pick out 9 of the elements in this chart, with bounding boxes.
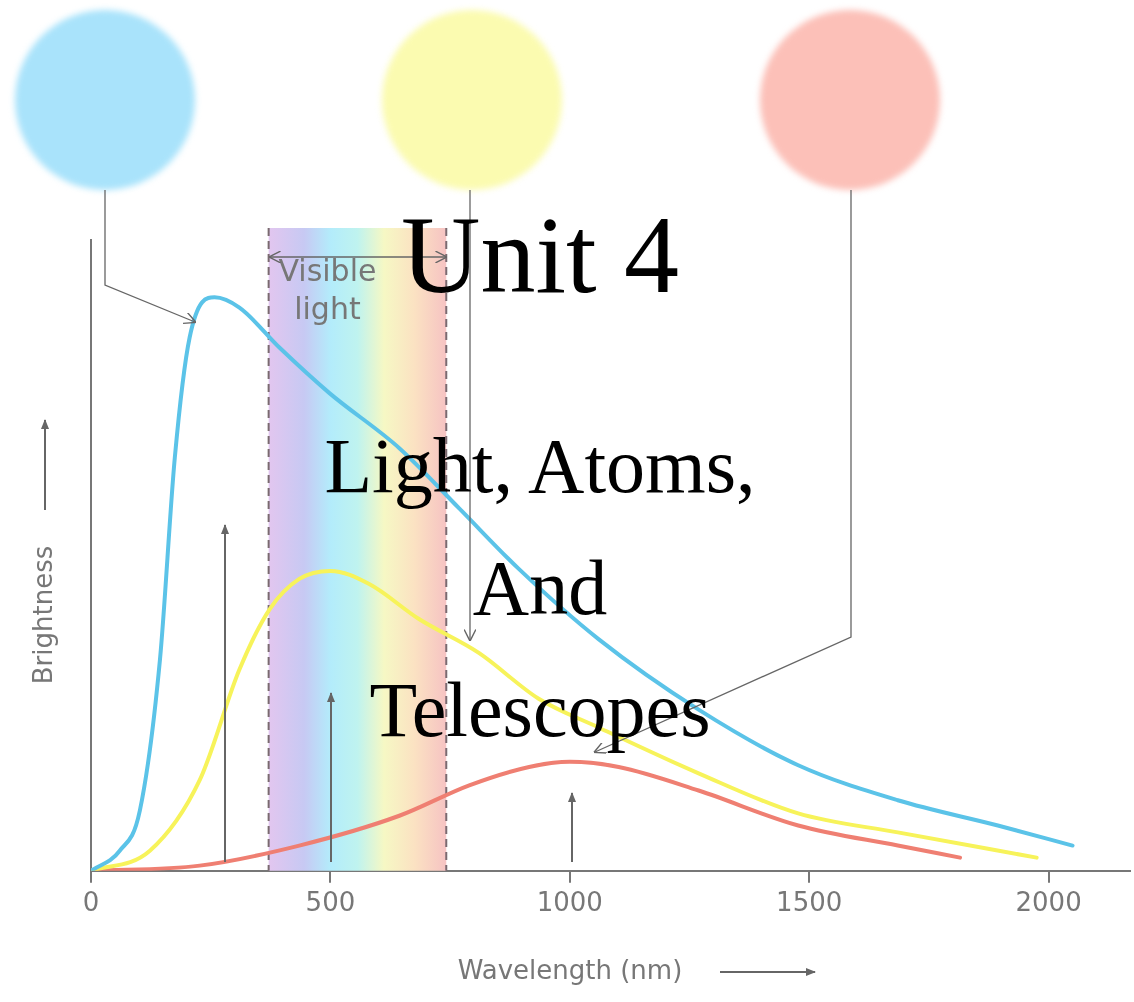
x-tick-label: 1000 xyxy=(536,887,603,918)
x-tick-label: 0 xyxy=(82,887,100,918)
chart-title: Unit 4 xyxy=(400,194,680,316)
x-tick-label: 1500 xyxy=(776,887,843,918)
y-axis-title: Brightness xyxy=(27,545,58,685)
band-label: Visible light xyxy=(278,252,377,326)
x-axis-title: Wavelength (nm) xyxy=(457,954,683,985)
x-tick-label: 500 xyxy=(305,887,356,918)
x-tick-label: 2000 xyxy=(1015,887,1082,918)
